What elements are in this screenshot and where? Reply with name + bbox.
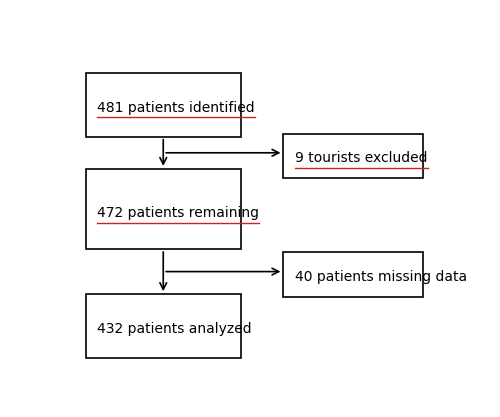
Bar — [284, 133, 423, 178]
Text: 481 patients identified: 481 patients identified — [98, 101, 255, 115]
Bar — [86, 73, 241, 137]
Text: 9 tourists excluded: 9 tourists excluded — [295, 151, 428, 165]
Bar — [86, 169, 241, 249]
Text: 432 patients analyzed: 432 patients analyzed — [98, 322, 252, 337]
Bar — [86, 294, 241, 358]
Text: 40 patients missing data: 40 patients missing data — [295, 270, 467, 284]
Bar — [284, 252, 423, 297]
Text: 472 patients remaining: 472 patients remaining — [98, 206, 260, 220]
